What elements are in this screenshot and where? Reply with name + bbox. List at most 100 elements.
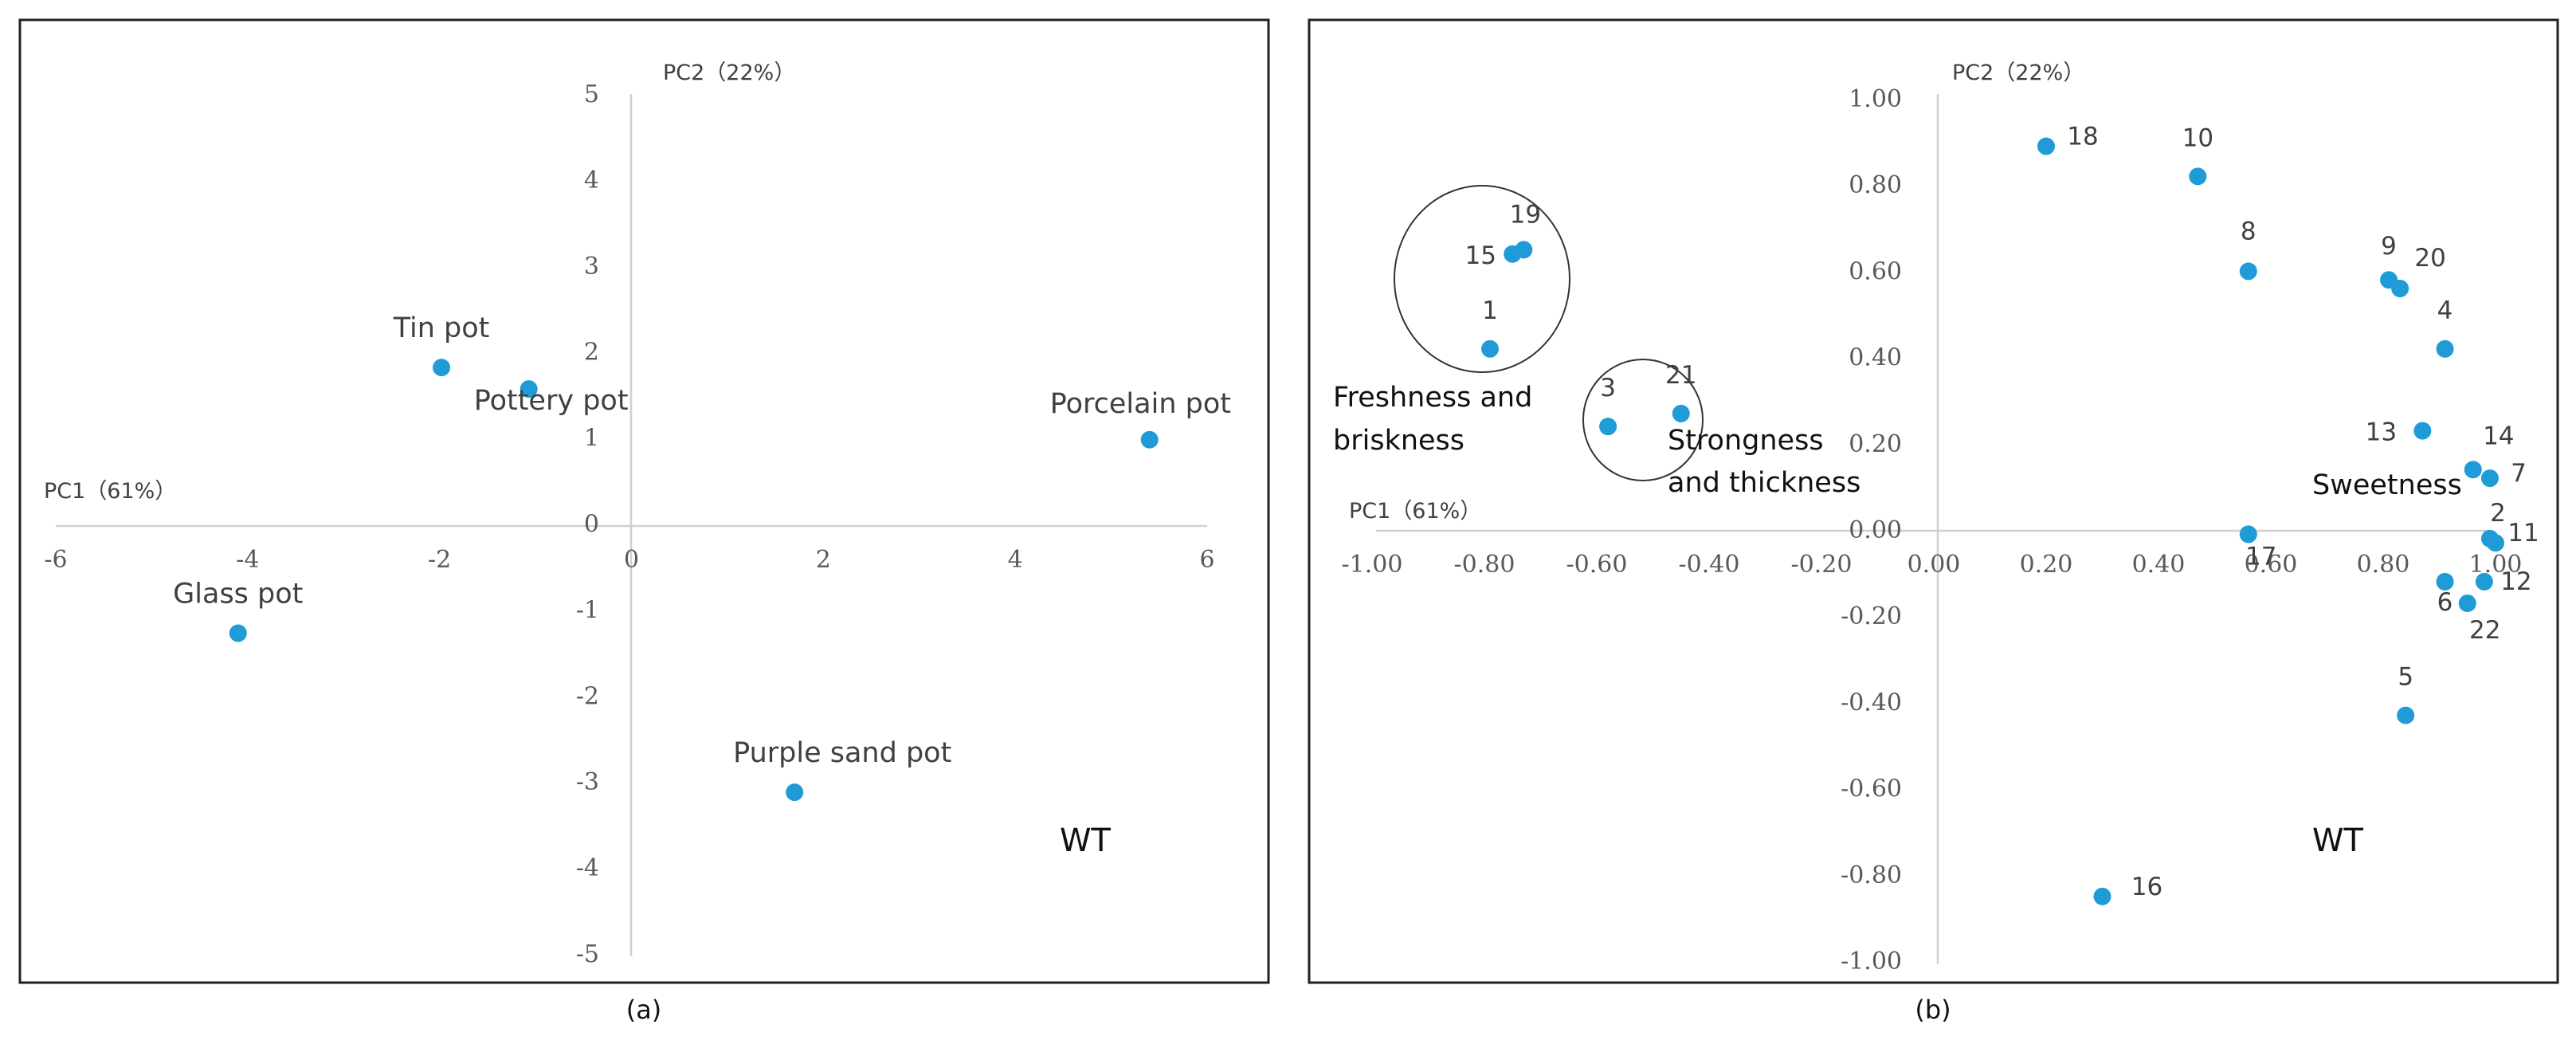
data-point-label: 4 bbox=[2437, 296, 2453, 325]
data-point-label: 21 bbox=[1665, 361, 1696, 390]
panel-a-y-tick-label: -2 bbox=[576, 682, 599, 710]
panel-b-x-tick-labels: -1.00 -0.80 -0.60 -0.40 -0.20 0.00 0.20 0.40 0.6… bbox=[1342, 551, 2523, 579]
data-point-label: Pottery pot bbox=[474, 385, 629, 417]
panel-a-frame bbox=[18, 18, 1270, 984]
panel-b-y-tick-labels: 1.00 0.80 0.60 0.40 0.20 0.00 -0.20 -0.40 -0.60 -… bbox=[1841, 85, 1902, 975]
group-ellipse-strongness bbox=[1582, 359, 1704, 481]
panel-a-x-tick-label: 0 bbox=[624, 546, 639, 574]
panel-a: -6 -4 -2 0 2 4 6 5 4 3 2 1 0 -1 -2 -3 -4 -5 PC1（61%） PC2… bbox=[18, 18, 1270, 1025]
data-point bbox=[1515, 241, 1533, 259]
data-point bbox=[1481, 339, 1500, 358]
panel-b-x-tick-label: -1.00 bbox=[1342, 551, 1403, 579]
data-point-label: 12 bbox=[2500, 567, 2531, 596]
panel-b-y-axis-title: PC2（22%） bbox=[1952, 61, 2084, 85]
panel-b-y-tick-label: -0.80 bbox=[1841, 861, 1902, 889]
data-point bbox=[2436, 572, 2454, 591]
panel-b-frame bbox=[1308, 18, 2559, 984]
panel-a-y-tick-label: -4 bbox=[576, 854, 599, 882]
panel-b-x-tick-label: 1.00 bbox=[2469, 551, 2523, 579]
panel-b-y-tick-label: 0.20 bbox=[1849, 430, 1902, 458]
data-point bbox=[433, 359, 451, 377]
panel-a-y-tick-label: -3 bbox=[576, 768, 599, 796]
data-point bbox=[2413, 422, 2432, 440]
panel-b-x-tick-label: -0.20 bbox=[1791, 551, 1853, 579]
panel-b-y-tick-label: 0.80 bbox=[1849, 171, 1902, 199]
panel-b-annotation: WT bbox=[2312, 822, 2364, 859]
data-point bbox=[2239, 262, 2257, 281]
panel-b-x-tick-label: -0.80 bbox=[1454, 551, 1515, 579]
panel-b-x-tick-label: 0.00 bbox=[1907, 551, 1961, 579]
data-point bbox=[2480, 469, 2499, 488]
data-point bbox=[2397, 706, 2415, 724]
data-point-label: 13 bbox=[2366, 418, 2397, 447]
data-point-label: Glass pot bbox=[173, 579, 303, 610]
panel-b-x-tick-label: -0.40 bbox=[1679, 551, 1740, 579]
data-point-label: 20 bbox=[2414, 244, 2445, 273]
data-point-label: 14 bbox=[2483, 422, 2514, 450]
panel-a-caption: (a) bbox=[626, 995, 662, 1025]
panel-a-x-tick-label: -4 bbox=[236, 546, 259, 574]
panel-a-y-tick-label: -5 bbox=[576, 940, 599, 968]
data-point-label: Purple sand pot bbox=[733, 737, 951, 769]
panel-a-y-tick-label: 3 bbox=[584, 253, 599, 281]
data-point-label: 19 bbox=[1510, 200, 1541, 229]
data-point-label: 2 bbox=[2490, 499, 2506, 528]
group-label-strongness-line2: and thickness bbox=[1668, 467, 1860, 499]
panel-b-x-tick-label: 0.80 bbox=[2357, 551, 2410, 579]
panel-a-y-tick-label: 1 bbox=[584, 425, 599, 453]
data-point-label: 8 bbox=[2241, 217, 2256, 245]
data-point-label: 15 bbox=[1465, 241, 1496, 270]
data-point-label: Tin pot bbox=[393, 312, 490, 344]
group-ellipse-freshness bbox=[1394, 185, 1570, 373]
data-point-label: 18 bbox=[2067, 123, 2098, 151]
panel-a-y-axis-title: PC2（22%） bbox=[663, 61, 795, 85]
panel-b-x-tick-label: 0.60 bbox=[2245, 551, 2298, 579]
group-label-freshness-line2: briskness bbox=[1333, 425, 1464, 457]
data-point bbox=[2037, 137, 2055, 155]
group-label-strongness-line1: Strongness bbox=[1668, 425, 1824, 457]
panel-b: -1.00 -0.80 -0.60 -0.40 -0.20 0.00 0.20 0.40 0.6… bbox=[1308, 18, 2559, 1025]
data-point-label: 1 bbox=[1482, 296, 1498, 325]
data-point-label: 10 bbox=[2182, 124, 2213, 152]
data-point bbox=[520, 380, 538, 398]
panel-a-points bbox=[229, 359, 1159, 802]
panel-b-y-tick-label: 0.60 bbox=[1849, 257, 1902, 285]
panel-a-x-tick-label: 4 bbox=[1008, 546, 1023, 574]
panel-a-annotation: WT bbox=[1060, 822, 1112, 859]
panel-a-x-tick-labels: -6 -4 -2 0 2 4 6 bbox=[44, 546, 1214, 574]
data-point-label: 6 bbox=[2437, 588, 2453, 617]
data-point bbox=[1672, 404, 1690, 422]
data-point bbox=[1140, 430, 1159, 449]
panel-b-caption: (b) bbox=[1915, 995, 1951, 1025]
data-point bbox=[1599, 418, 1617, 436]
data-point-label: 9 bbox=[2381, 232, 2397, 261]
data-point bbox=[2391, 280, 2409, 298]
data-point-label: 11 bbox=[2507, 519, 2539, 548]
data-point bbox=[786, 783, 804, 802]
data-point-label: Porcelain pot bbox=[1050, 388, 1231, 420]
panel-b-points bbox=[1481, 137, 2504, 905]
data-point bbox=[2093, 887, 2111, 905]
panel-a-x-axis-title: PC1（61%） bbox=[44, 479, 176, 504]
data-point-label: 3 bbox=[1600, 374, 1616, 402]
group-label-sweetness: Sweetness bbox=[2312, 469, 2462, 501]
panel-b-x-tick-label: 0.20 bbox=[2020, 551, 2073, 579]
panel-a-x-tick-label: -6 bbox=[44, 546, 67, 574]
panel-b-y-tick-label: 0.40 bbox=[1849, 344, 1902, 372]
data-point bbox=[229, 624, 247, 642]
panel-a-y-tick-label: 5 bbox=[584, 80, 599, 108]
data-point bbox=[2487, 534, 2504, 552]
panel-a-x-tick-label: 6 bbox=[1199, 546, 1214, 574]
panel-a-y-tick-labels: 5 4 3 2 1 0 -1 -2 -3 -4 -5 bbox=[576, 80, 599, 968]
data-point-label: 17 bbox=[2245, 542, 2276, 571]
data-point bbox=[2436, 339, 2454, 358]
panel-a-y-tick-label: -1 bbox=[576, 596, 599, 624]
panel-a-x-tick-label: -2 bbox=[428, 546, 451, 574]
panel-a-y-tick-label: 4 bbox=[584, 167, 599, 194]
data-point-label: 16 bbox=[2131, 873, 2162, 901]
data-point bbox=[2464, 461, 2482, 479]
panel-b-x-tick-label: -0.60 bbox=[1566, 551, 1628, 579]
data-point-label: 5 bbox=[2398, 663, 2413, 692]
